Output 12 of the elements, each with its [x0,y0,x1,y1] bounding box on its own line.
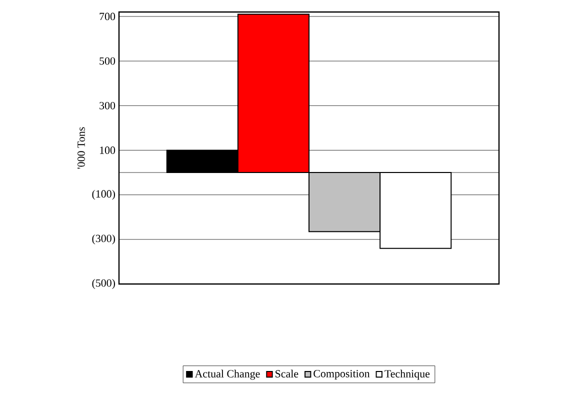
y-tick-label: 700 [100,12,116,20]
legend-label: Actual Change [194,370,260,380]
y-tick-label: (300) [92,234,116,244]
legend-label: Technique [384,370,430,380]
y-tick-label: 500 [100,57,116,65]
y-tick-label: 100 [100,146,116,154]
y-tick-label: 300 [100,102,116,110]
legend-label: Scale [276,370,298,378]
y-axis-title: '000 Tons [78,127,85,169]
y-tick-label: (500) [92,279,116,289]
y-tick-label: (100) [92,190,116,200]
legend-label: Composition [314,370,370,380]
